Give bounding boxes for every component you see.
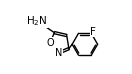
Text: F: F — [90, 27, 96, 37]
Text: O: O — [46, 38, 54, 48]
Text: N: N — [55, 48, 62, 58]
Text: H$_2$N: H$_2$N — [26, 14, 48, 28]
